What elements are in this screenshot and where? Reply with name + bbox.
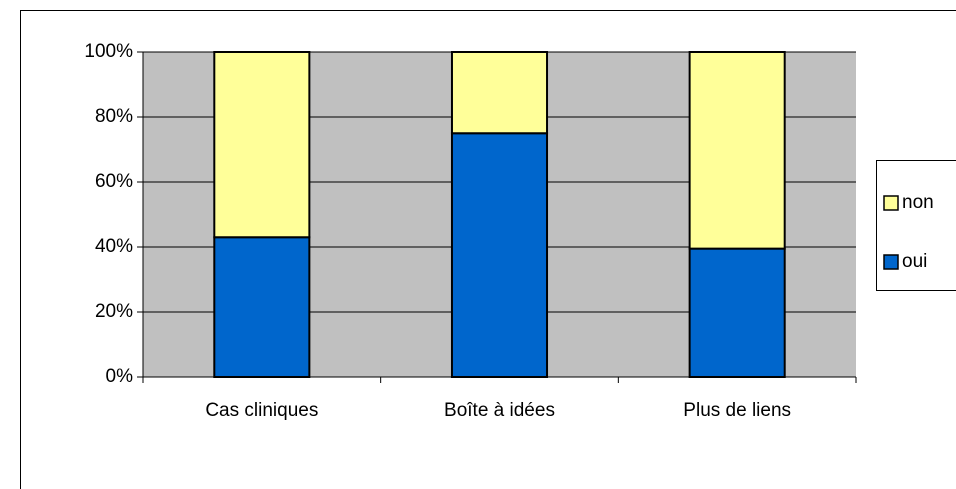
y-tick-label: 80% bbox=[95, 106, 133, 127]
bar-segment bbox=[688, 247, 786, 378]
y-tick-label: 60% bbox=[95, 171, 133, 192]
y-tick-label: 0% bbox=[106, 366, 134, 387]
y-tick-label: 100% bbox=[84, 41, 133, 62]
legend-swatch bbox=[883, 195, 899, 211]
y-tick-label: 20% bbox=[95, 301, 133, 322]
bar-segment bbox=[213, 236, 311, 378]
y-tick-label: 40% bbox=[95, 236, 133, 257]
legend-label: non bbox=[902, 192, 934, 213]
x-tick-label: Plus de liens bbox=[683, 400, 791, 421]
bar-segment bbox=[213, 51, 311, 239]
x-tick-label: Cas cliniques bbox=[205, 400, 318, 421]
bar-segment bbox=[688, 51, 786, 250]
legend-swatch bbox=[883, 254, 899, 270]
legend-label: oui bbox=[902, 251, 927, 272]
bar-segment bbox=[450, 51, 549, 135]
x-tick-label: Boîte à idées bbox=[444, 400, 555, 421]
bar-segment bbox=[450, 132, 549, 378]
